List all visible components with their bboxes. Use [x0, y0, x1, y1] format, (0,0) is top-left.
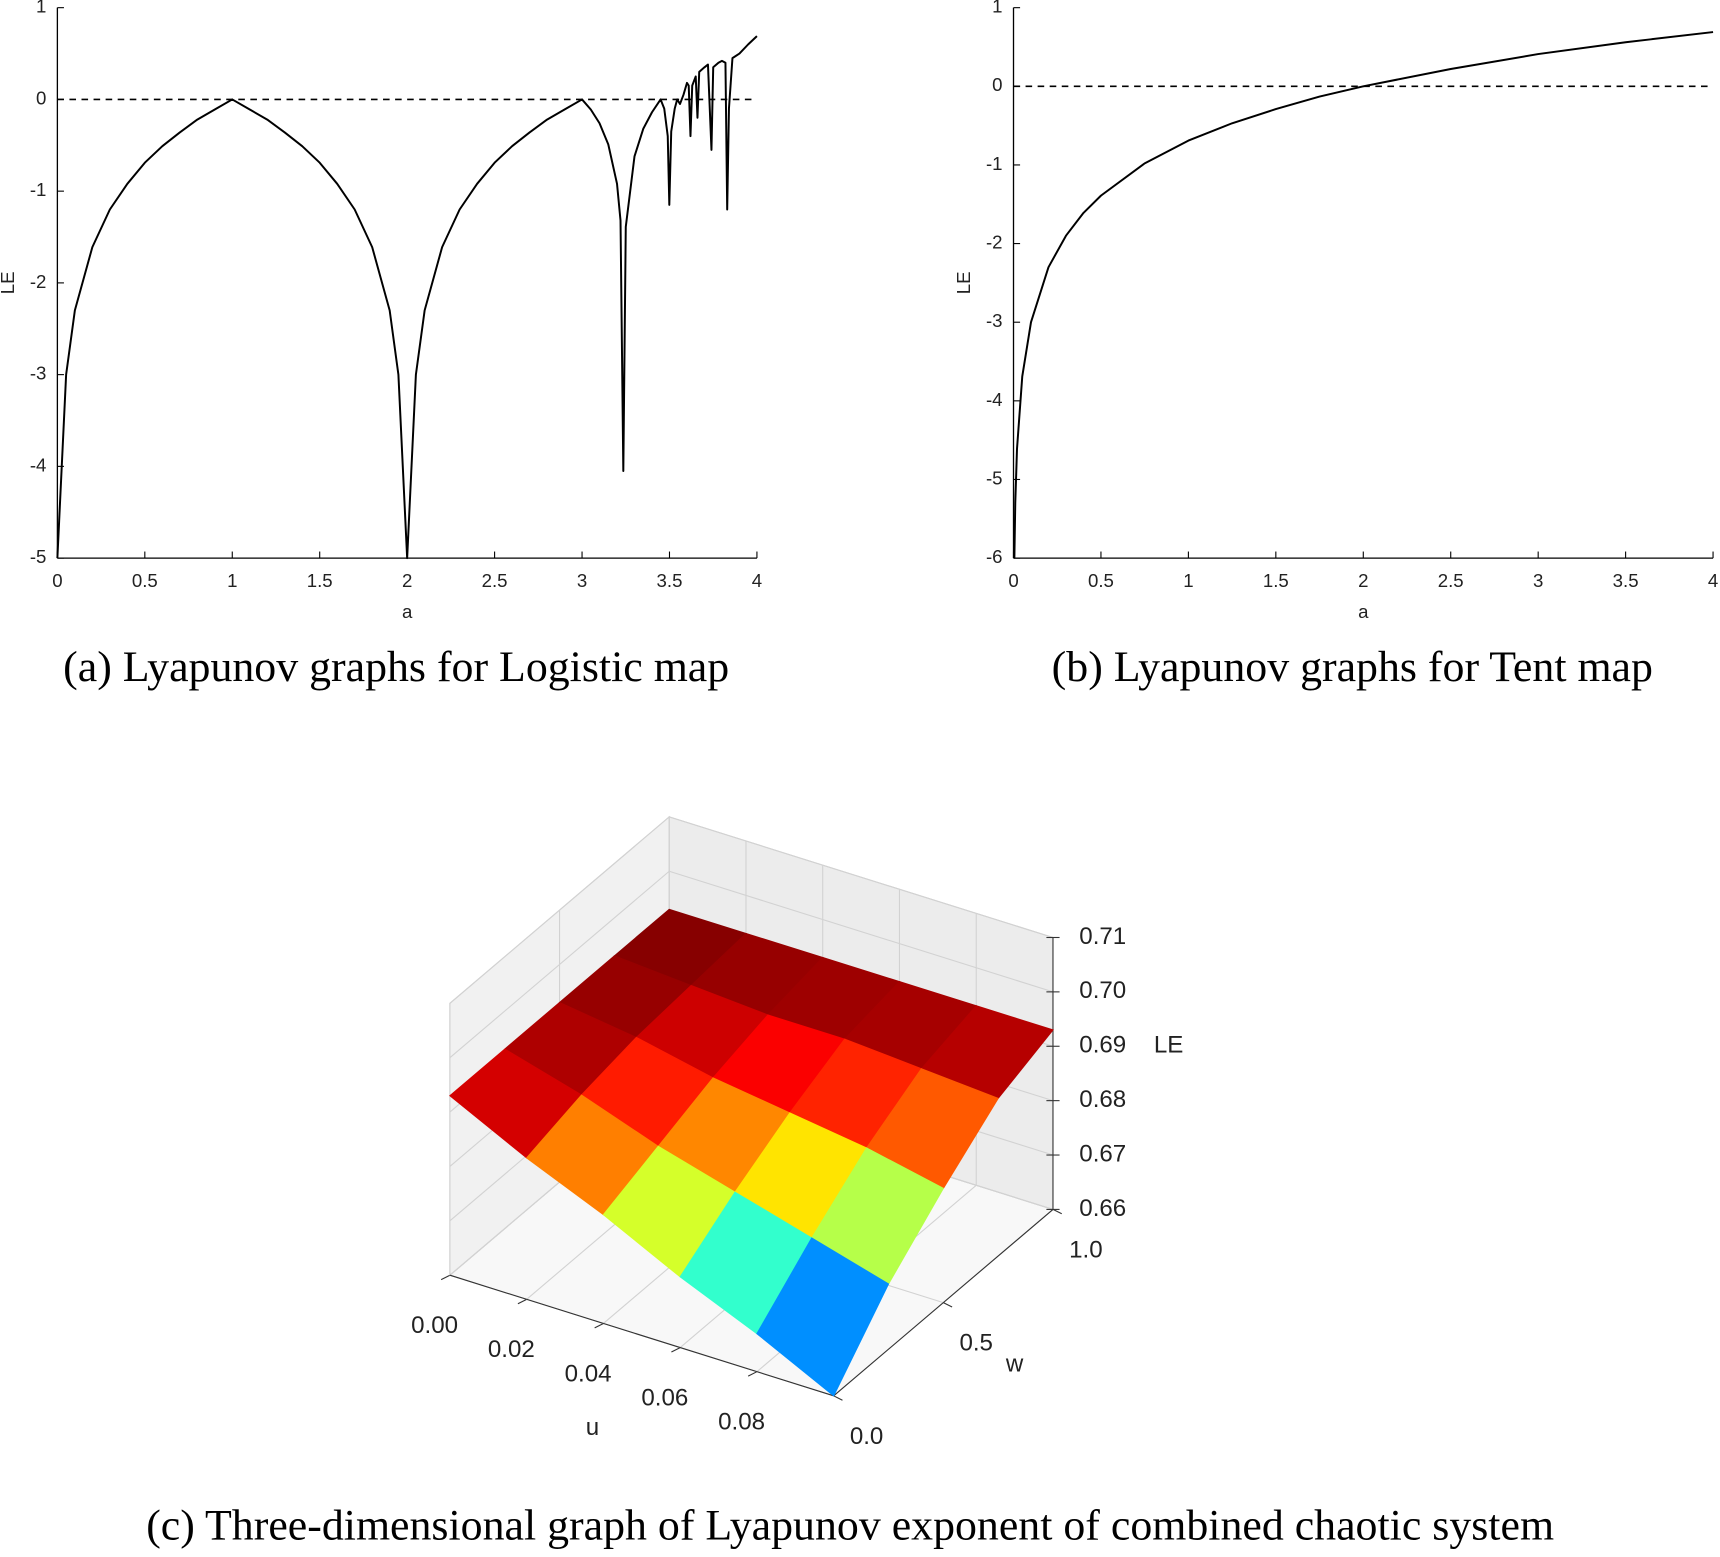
z-tick-label: 0.67: [1079, 1140, 1126, 1167]
x-axis-label: a: [402, 601, 413, 622]
y-tick-label: -4: [30, 454, 47, 475]
surface-cell: [756, 1237, 890, 1397]
y-tick: [1052, 1208, 1062, 1215]
x-tick-label: 0.00: [411, 1312, 458, 1339]
x-tick-label: 0.02: [488, 1336, 535, 1363]
caption: (a) Lyapunov graphs for Logistic map: [63, 643, 729, 691]
x-tick-label: 0.04: [565, 1360, 612, 1387]
x-axis: [449, 1274, 834, 1397]
x-tick-label: 0: [52, 570, 62, 591]
y-tick: [833, 1395, 843, 1401]
y-tick-label: -4: [986, 389, 1003, 410]
x-tick-label: 4: [1708, 570, 1718, 591]
x-tick-label: 3.5: [657, 570, 683, 591]
x-tick-label: 1.5: [307, 570, 333, 591]
x-tick: [594, 1322, 604, 1329]
caption: (b) Lyapunov graphs for Tent map: [1052, 643, 1653, 691]
x-tick-label: 2.5: [482, 570, 508, 591]
x-tick-label: 1.5: [1263, 570, 1289, 591]
y-axis-label: LE: [953, 272, 974, 295]
x-tick-label: 1: [1183, 570, 1193, 591]
y-tick: [943, 1302, 953, 1308]
y-tick-label: 1.0: [1069, 1236, 1103, 1263]
x-tick: [440, 1274, 451, 1281]
x-tick-label: 1: [227, 570, 237, 591]
y-tick-label: 1: [36, 0, 46, 17]
grid-line: [449, 870, 670, 1059]
x-tick-label: 0.5: [1088, 570, 1114, 591]
y-tick-label: 0: [36, 87, 46, 108]
y-tick-label: -5: [986, 467, 1003, 488]
y-tick-label: -1: [986, 153, 1003, 174]
x-tick: [671, 1347, 681, 1353]
z-tick-label: 0.69: [1079, 1032, 1126, 1059]
x-tick-label: 3: [1533, 570, 1543, 591]
x-tick: [747, 1371, 758, 1377]
z-tick-label: 0.71: [1079, 923, 1126, 950]
x-tick-label: 4: [752, 570, 762, 591]
caption: (c) Three-dimensional graph of Lyapunov …: [146, 1502, 1554, 1550]
x-tick-label: 2: [1358, 570, 1368, 591]
x-tick: [517, 1298, 527, 1305]
z-tick-label: 0.70: [1079, 977, 1126, 1004]
grid-line: [669, 816, 1054, 939]
x-tick-label: 3: [577, 570, 587, 591]
y-tick-label: -3: [30, 363, 47, 384]
y-tick-label: -2: [986, 231, 1003, 252]
y-tick-label: -6: [986, 546, 1003, 567]
y-tick-label: 0.0: [850, 1423, 884, 1450]
x-tick-label: 0: [1008, 570, 1018, 591]
x-tick-label: 0.5: [132, 570, 158, 591]
y-tick-label: 0.5: [959, 1330, 993, 1357]
z-tick-label: 0.68: [1079, 1086, 1126, 1113]
data-line: [56, 35, 758, 560]
x-tick-label: 0.08: [718, 1409, 765, 1436]
y-tick-label: 1: [992, 0, 1002, 17]
z-tick-label: 0.66: [1079, 1195, 1126, 1222]
x-axis-label: u: [586, 1414, 599, 1441]
grid-line: [669, 870, 1054, 993]
y-axis-label: w: [1005, 1350, 1024, 1377]
y-tick-label: -1: [30, 179, 47, 200]
y-axis: [833, 1208, 1054, 1397]
x-tick-label: 3.5: [1613, 570, 1639, 591]
y-tick-label: -2: [30, 271, 47, 292]
z-axis-label: LE: [1154, 1032, 1184, 1059]
y-tick-label: 0: [992, 74, 1002, 95]
data-line: [1012, 31, 1714, 559]
y-axis-label: LE: [0, 272, 18, 295]
y-tick-label: -5: [30, 546, 47, 567]
x-tick-label: 2: [402, 570, 412, 591]
x-axis-label: a: [1358, 601, 1369, 622]
y-tick-label: -3: [986, 310, 1003, 331]
grid-line: [449, 816, 670, 1004]
x-tick-label: 2.5: [1438, 570, 1464, 591]
x-tick-label: 0.06: [641, 1384, 688, 1411]
